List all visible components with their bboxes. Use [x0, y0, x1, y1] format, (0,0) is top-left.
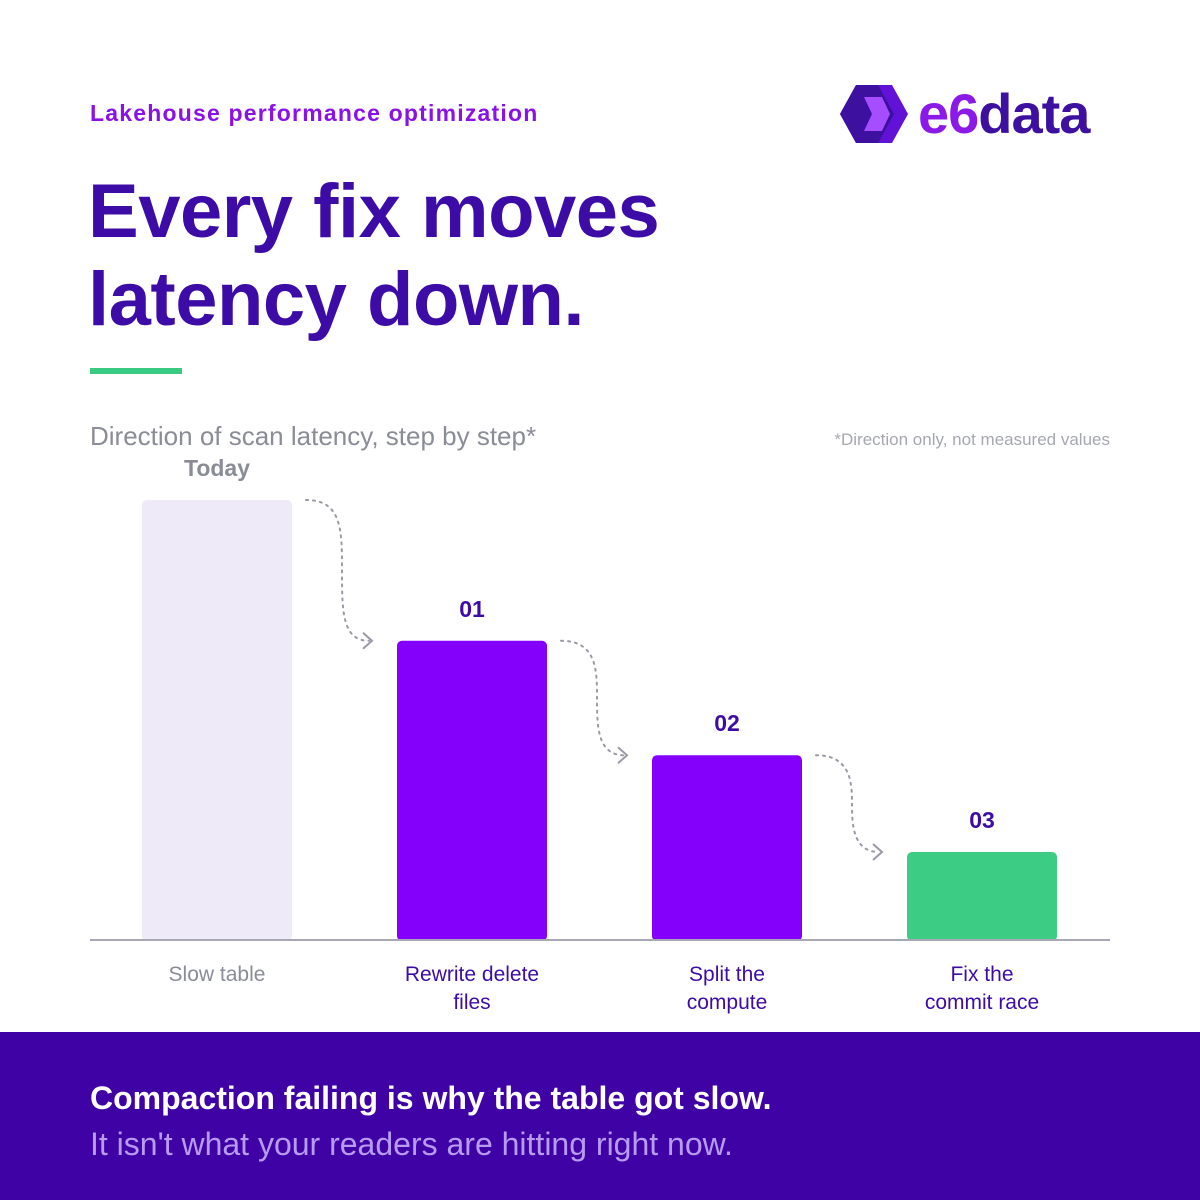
footer-headline: Compaction failing is why the table got … — [90, 1080, 772, 1116]
headline: Every fix moves latency down. — [88, 168, 660, 344]
connector-2 — [560, 639, 625, 757]
bar-2 — [397, 640, 547, 941]
headline-line-2: latency down. — [88, 257, 585, 342]
brand-logo: e6data — [838, 82, 1090, 146]
bar-3 — [652, 755, 802, 941]
category-label-1-line-1: Slow table — [169, 963, 266, 986]
category-label-2-line-2: files — [453, 991, 490, 1014]
bar-1 — [142, 500, 292, 941]
step-label-2: 01 — [459, 596, 485, 622]
category-label-4-line-1: Fix the — [950, 963, 1013, 986]
step-label-1: Today — [184, 455, 250, 481]
category-label-3-line-1: Split the — [689, 963, 765, 986]
latency-bar-chart: Today Slow table 01 Rewrite delete files 02 Sp… — [90, 455, 1110, 1014]
footer-subline: It isn't what your readers are hitting r… — [90, 1126, 733, 1162]
category-label-3-line-2: compute — [687, 991, 768, 1014]
connector-arrow-icon-2 — [617, 746, 629, 764]
category-label-2-line-1: Rewrite delete — [405, 963, 539, 986]
chart-subtitle: Direction of scan latency, step by step* — [90, 421, 537, 451]
eyebrow-label: Lakehouse performance optimization — [90, 100, 539, 126]
step-label-3: 02 — [714, 710, 740, 736]
footer-banner: Compaction failing is why the table got … — [0, 1032, 1200, 1200]
logo-text-suffix: data — [978, 82, 1090, 145]
step-label-4: 03 — [969, 807, 995, 833]
chart-footnote: *Direction only, not measured values — [834, 430, 1110, 449]
bar-4 — [907, 852, 1057, 941]
connector-3 — [815, 754, 880, 853]
headline-line-1: Every fix moves — [88, 169, 660, 254]
accent-rule — [90, 368, 182, 374]
logo-wordmark: e6data — [918, 86, 1090, 142]
category-label-4-line-2: commit race — [925, 991, 1039, 1014]
e6data-logo-icon — [840, 85, 908, 143]
connector-arrow-icon-1 — [362, 632, 374, 650]
logo-text-prefix: e6 — [918, 82, 979, 145]
connector-1 — [305, 499, 370, 642]
connector-arrow-icon-3 — [872, 843, 884, 861]
